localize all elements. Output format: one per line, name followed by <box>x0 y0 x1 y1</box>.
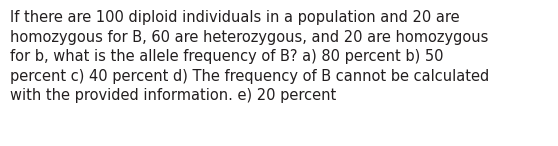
Text: If there are 100 diploid individuals in a population and 20 are
homozygous for B: If there are 100 diploid individuals in … <box>10 10 489 104</box>
